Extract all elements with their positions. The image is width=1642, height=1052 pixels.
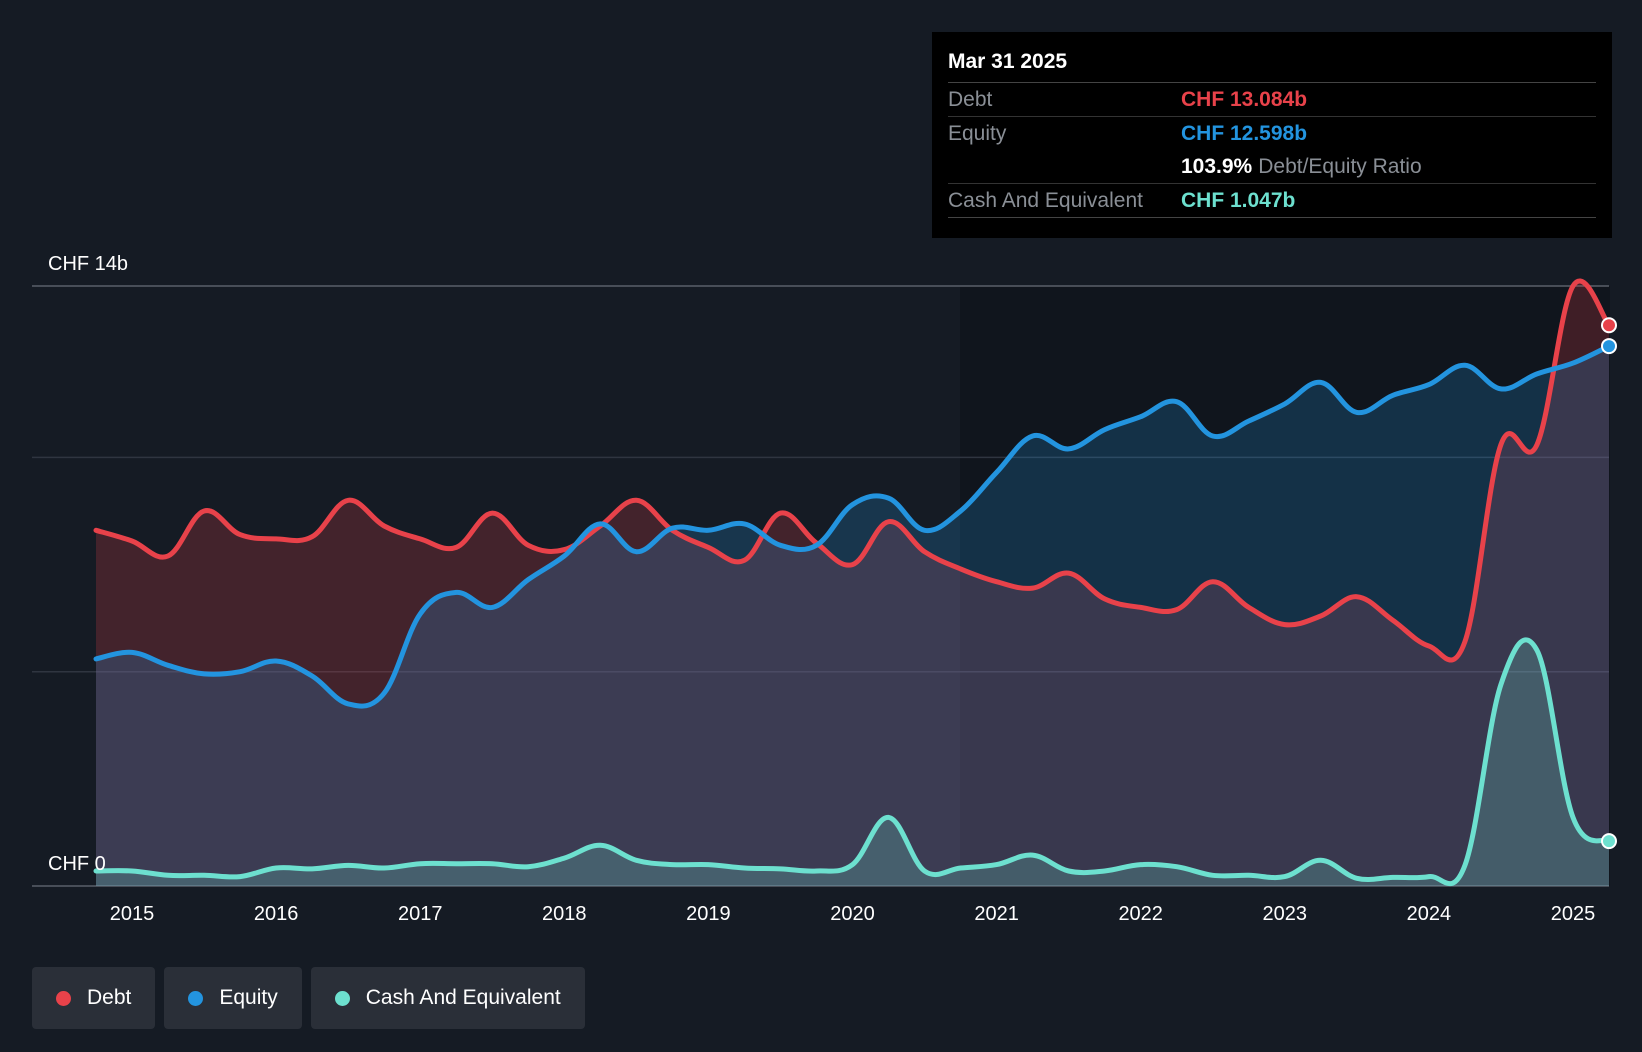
legend-debt-dot-icon — [56, 990, 71, 1006]
legend-item-debt[interactable]: Debt — [32, 967, 156, 1029]
x-tick-label: 2015 — [110, 903, 155, 925]
tooltip-equity-value: CHF 12.598b — [1181, 122, 1308, 145]
y-axis-bottom-label: CHF 0 — [48, 853, 106, 875]
x-tick-label: 2025 — [1551, 903, 1596, 925]
equity-line — [93, 343, 1612, 709]
legend: Debt Equity Cash And Equivalent — [32, 967, 585, 1029]
debt-line — [93, 278, 1612, 663]
x-tick-label: 2022 — [1118, 903, 1163, 925]
cash-end-marker — [1601, 833, 1617, 850]
legend-cash-dot-icon — [334, 990, 350, 1006]
x-tick-label: 2023 — [1263, 903, 1308, 925]
series-lines — [93, 278, 1612, 887]
cash-line — [93, 637, 1612, 887]
legend-debt-label: Debt — [87, 986, 132, 1009]
tooltip-cash-value: CHF 1.047b — [1181, 189, 1296, 212]
tooltip-cash-row: Cash And Equivalent CHF 1.047b — [948, 184, 1596, 218]
x-axis-ticks: 2015 2016 2017 2018 2019 2020 2021 2022 2023 2024… — [110, 903, 1595, 925]
legend-cash-label: Cash And Equivalent — [365, 986, 561, 1009]
x-tick-label: 2024 — [1407, 903, 1452, 925]
debt-end-marker — [1601, 317, 1617, 334]
legend-equity-dot-icon — [188, 990, 204, 1006]
tooltip-equity-label: Equity — [948, 122, 1007, 145]
tooltip-debt-row: Debt CHF 13.084b — [948, 83, 1596, 117]
tooltip-debt-value: CHF 13.084b — [1181, 88, 1308, 111]
legend-item-equity[interactable]: Equity — [164, 967, 302, 1029]
x-tick-label: 2019 — [686, 903, 731, 925]
tooltip-date: Mar 31 2025 — [948, 46, 1596, 83]
end-markers — [1601, 317, 1617, 850]
tooltip-ratio-label: Debt/Equity Ratio — [1258, 155, 1422, 178]
tooltip-cash-label: Cash And Equivalent — [948, 189, 1143, 212]
tooltip-ratio-value: 103.9% — [1181, 155, 1253, 178]
tooltip-ratio-row: 103.9% Debt/Equity Ratio — [948, 150, 1596, 184]
x-tick-label: 2021 — [974, 903, 1019, 925]
y-axis-top-label: CHF 14b — [48, 253, 128, 275]
legend-equity-label: Equity — [219, 986, 278, 1009]
equity-end-marker — [1601, 338, 1617, 355]
x-tick-label: 2016 — [254, 903, 299, 925]
series-areas — [96, 280, 1609, 887]
tooltip-ratio-spacer — [948, 150, 1181, 183]
tooltip: Mar 31 2025 Debt CHF 13.084b Equity CHF … — [932, 32, 1612, 238]
x-tick-label: 2018 — [542, 903, 587, 925]
plot-highlight-region — [960, 286, 1610, 886]
x-tick-label: 2020 — [830, 903, 875, 925]
equity-area — [96, 346, 1609, 887]
gridlines — [32, 285, 1609, 887]
debt-area — [96, 280, 1609, 886]
x-tick-label: 2017 — [398, 903, 443, 925]
tooltip-debt-label: Debt — [948, 88, 993, 111]
legend-item-cash[interactable]: Cash And Equivalent — [310, 967, 585, 1029]
tooltip-equity-row: Equity CHF 12.598b — [948, 117, 1596, 150]
